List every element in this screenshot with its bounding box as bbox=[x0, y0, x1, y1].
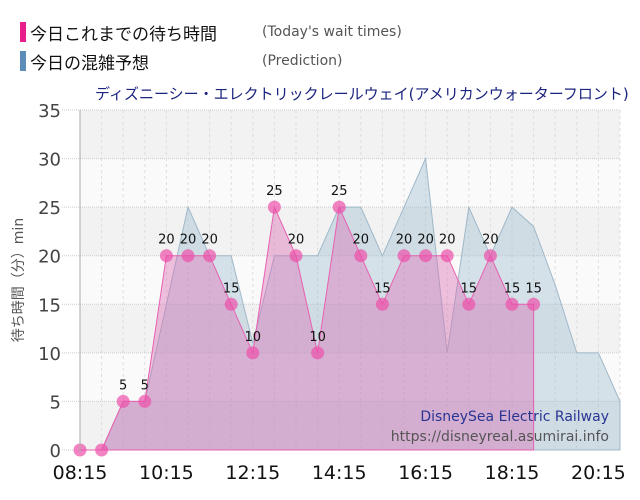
data-label: 10 bbox=[245, 330, 262, 345]
legend-prediction-en: (Prediction) bbox=[262, 53, 343, 69]
data-point bbox=[224, 297, 238, 311]
watermark-url: https://disneyreal.asumirai.info bbox=[391, 429, 609, 445]
y-tick-label: 15 bbox=[38, 295, 61, 316]
x-axis-ticks: 08:15 10:15 12:15 14:15 16:15 18:15 20:15 bbox=[53, 462, 626, 484]
data-point bbox=[267, 200, 281, 214]
y-tick-label: 30 bbox=[38, 150, 61, 171]
x-tick-label: 08:15 bbox=[53, 462, 108, 484]
data-label: 25 bbox=[266, 184, 283, 199]
data-point bbox=[375, 297, 389, 311]
y-tick-label: 0 bbox=[50, 441, 61, 462]
data-label: 20 bbox=[482, 233, 499, 248]
y-axis-ticks: 0 5 10 15 20 25 30 35 bbox=[38, 101, 61, 462]
data-label: 10 bbox=[309, 330, 326, 345]
data-label: 20 bbox=[158, 233, 175, 248]
y-tick-label: 25 bbox=[38, 198, 61, 219]
y-tick-label: 10 bbox=[38, 344, 61, 365]
data-point bbox=[159, 249, 173, 263]
y-tick-label: 5 bbox=[50, 392, 61, 413]
legend-swatch-prediction bbox=[20, 51, 26, 71]
x-tick-label: 14:15 bbox=[312, 462, 367, 484]
data-label: 15 bbox=[504, 281, 521, 296]
data-point bbox=[332, 200, 346, 214]
data-point bbox=[181, 249, 195, 263]
actual-area bbox=[80, 205, 535, 451]
y-axis-label: 待ち時間（分）min bbox=[11, 218, 27, 342]
data-point bbox=[505, 297, 519, 311]
legend-swatch-actual bbox=[20, 22, 26, 42]
data-label: 15 bbox=[461, 281, 478, 296]
legend-actual: 今日これまでの待ち時間 (Today's wait times) bbox=[20, 21, 402, 45]
data-label: 20 bbox=[439, 233, 456, 248]
data-point bbox=[116, 394, 130, 408]
data-label: 20 bbox=[353, 233, 370, 248]
x-tick-label: 18:15 bbox=[485, 462, 540, 484]
data-label: 20 bbox=[396, 233, 413, 248]
data-label: 5 bbox=[141, 378, 149, 393]
legend-prediction: 今日の混雑予想 (Prediction) bbox=[20, 50, 343, 74]
data-label: 15 bbox=[374, 281, 391, 296]
x-tick-label: 20:15 bbox=[571, 462, 626, 484]
data-labels: 5 5 20 20 20 15 10 25 20 10 25 20 15 20 20 20 15 20 15 15 bbox=[119, 184, 542, 393]
data-point bbox=[311, 346, 325, 360]
data-point bbox=[462, 297, 476, 311]
data-point bbox=[138, 394, 152, 408]
legend-actual-jp: 今日これまでの待ち時間 bbox=[30, 24, 217, 45]
data-point bbox=[419, 249, 433, 263]
data-label: 20 bbox=[180, 233, 197, 248]
data-point bbox=[246, 346, 260, 360]
data-label: 15 bbox=[525, 281, 542, 296]
chart-title: ディズニーシー・エレクトリックレールウェイ(アメリカンウォーターフロント) bbox=[95, 85, 629, 103]
y-tick-label: 20 bbox=[38, 247, 61, 268]
y-tick-label: 35 bbox=[38, 101, 61, 122]
data-label: 25 bbox=[331, 184, 348, 199]
data-point bbox=[440, 249, 454, 263]
x-tick-label: 10:15 bbox=[139, 462, 194, 484]
data-point bbox=[289, 249, 303, 263]
data-point bbox=[483, 249, 497, 263]
data-point bbox=[203, 249, 217, 263]
x-tick-label: 16:15 bbox=[398, 462, 453, 484]
data-label: 20 bbox=[201, 233, 218, 248]
legend-actual-en: (Today's wait times) bbox=[262, 24, 402, 40]
legend-prediction-jp: 今日の混雑予想 bbox=[30, 53, 149, 74]
x-tick-label: 12:15 bbox=[225, 462, 280, 484]
plot-background bbox=[80, 110, 620, 450]
data-point bbox=[95, 443, 109, 457]
data-label: 20 bbox=[288, 233, 305, 248]
watermark-title: DisneySea Electric Railway bbox=[420, 409, 609, 425]
data-label: 5 bbox=[119, 378, 127, 393]
data-point bbox=[527, 297, 541, 311]
data-point bbox=[397, 249, 411, 263]
actual-data-points bbox=[73, 200, 541, 457]
data-label: 15 bbox=[223, 281, 240, 296]
data-point bbox=[354, 249, 368, 263]
data-label: 20 bbox=[417, 233, 434, 248]
